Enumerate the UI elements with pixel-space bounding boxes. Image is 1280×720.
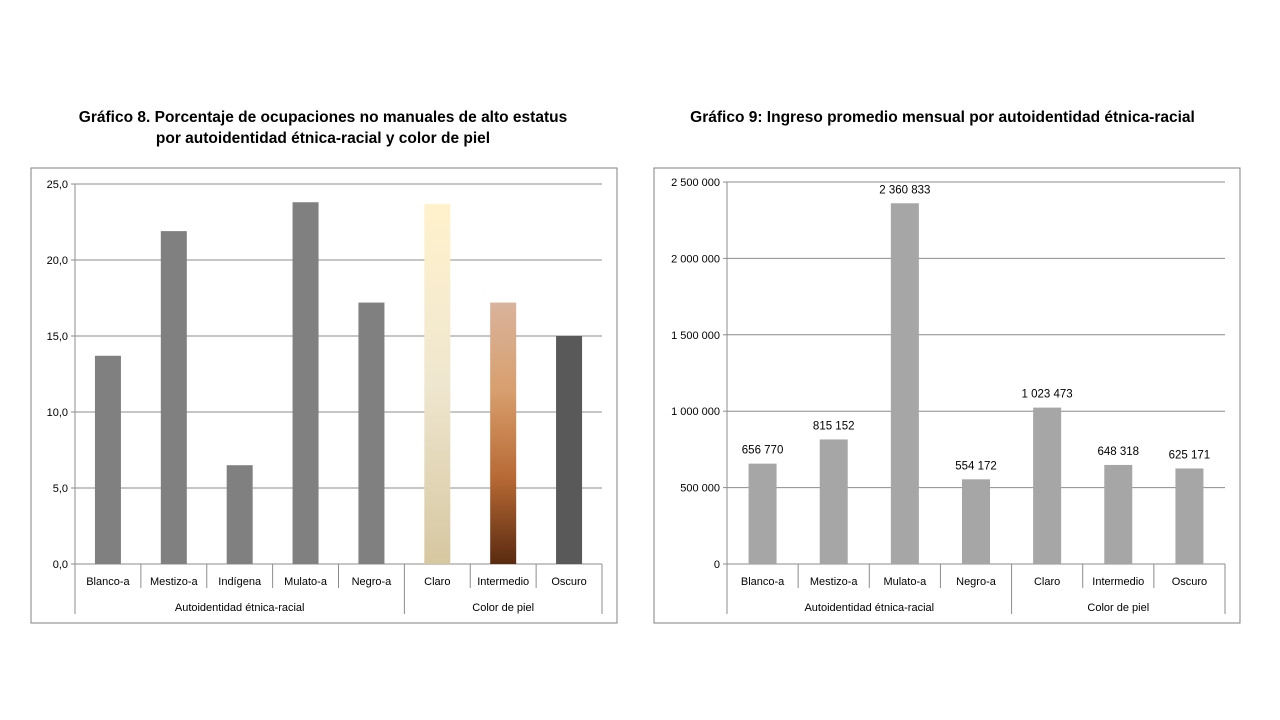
chart9-bar <box>1033 407 1062 564</box>
chart9-bar <box>748 463 777 564</box>
chart9-category-label: Oscuro <box>1172 576 1207 588</box>
chart9-category-label: Mestizo-a <box>810 576 859 588</box>
chart9-bar <box>962 479 990 564</box>
chart9-title-line1: Gráfico 9: Ingreso promedio mensual por … <box>690 109 1195 126</box>
chart8-frame <box>30 167 618 624</box>
chart8-group-label: Autoidentidad étnica-racial <box>175 602 305 614</box>
chart8-bar <box>358 302 385 564</box>
chart8-ytick-label: 15,0 <box>47 331 68 343</box>
chart9-ytick-label: 2 000 000 <box>671 253 720 265</box>
chart8-category-label: Claro <box>424 576 450 588</box>
chart8-ytick-label: 10,0 <box>47 407 68 419</box>
chart8-category-label: Blanco-a <box>86 576 130 588</box>
chart9-data-label: 625 171 <box>1169 449 1211 461</box>
chart8-ytick-label: 20,0 <box>47 255 68 267</box>
chart9-data-label: 815 152 <box>813 420 855 432</box>
chart9-category-label: Negro-a <box>956 576 997 588</box>
chart8-title-line1: Gráfico 8. Porcentaje de ocupaciones no … <box>78 109 568 126</box>
chart9-data-label: 554 172 <box>955 460 997 472</box>
chart9-bar <box>1104 464 1133 564</box>
chart9-category-label: Blanco-a <box>741 576 785 588</box>
chart8-category-label: Mestizo-a <box>150 576 199 588</box>
chart9-data-label: 656 770 <box>742 445 784 457</box>
chart9-title: Gráfico 9: Ingreso promedio mensual por … <box>650 107 1235 128</box>
chart8-ytick-label: 5,0 <box>53 483 68 495</box>
chart8-bar <box>292 202 319 565</box>
chart9-ytick-label: 0 <box>714 559 720 571</box>
chart8-category-label: Mulato-a <box>284 576 328 588</box>
chart9-ytick-label: 500 000 <box>680 483 720 495</box>
chart9-bar <box>819 439 848 564</box>
chart9-data-label: 2 360 833 <box>879 184 930 196</box>
chart9-ytick-label: 2 500 000 <box>671 177 720 189</box>
chart8-category-label: Intermedio <box>477 576 529 588</box>
chart9-group-label: Autoidentidad étnica-racial <box>804 602 934 614</box>
chart9-category-label: Intermedio <box>1092 576 1144 588</box>
chart8-category-label: Negro-a <box>352 576 393 588</box>
chart9-data-label: 648 318 <box>1097 446 1139 458</box>
chart8-group-label: Color de piel <box>472 602 534 614</box>
chart9-bar <box>890 203 919 565</box>
chart8-bar <box>490 302 517 564</box>
chart9-category-label: Mulato-a <box>883 576 927 588</box>
chart8-title-line2: por autoidentidad étnica-racial y color … <box>155 130 491 147</box>
chart9-bar <box>1175 468 1204 564</box>
chart9-ytick-label: 1 000 000 <box>671 406 720 418</box>
chart9-group-label: Color de piel <box>1087 602 1149 614</box>
chart8-bar <box>424 203 451 564</box>
chart9-frame <box>653 167 1241 624</box>
chart8-bar <box>226 465 253 564</box>
chart8-bar <box>556 336 583 564</box>
chart8-ytick-label: 0,0 <box>53 559 68 571</box>
chart9-category-label: Claro <box>1034 576 1060 588</box>
chart8-title: Gráfico 8. Porcentaje de ocupaciones no … <box>40 107 606 149</box>
chart8-category-label: Indígena <box>218 576 262 588</box>
chart8-ytick-label: 25,0 <box>47 179 68 191</box>
chart8-bar <box>94 355 121 564</box>
chart9-ytick-label: 1 500 000 <box>671 330 720 342</box>
chart9-data-label: 1 023 473 <box>1022 389 1073 401</box>
chart8-bar <box>160 231 187 564</box>
chart8-category-label: Oscuro <box>551 576 586 588</box>
